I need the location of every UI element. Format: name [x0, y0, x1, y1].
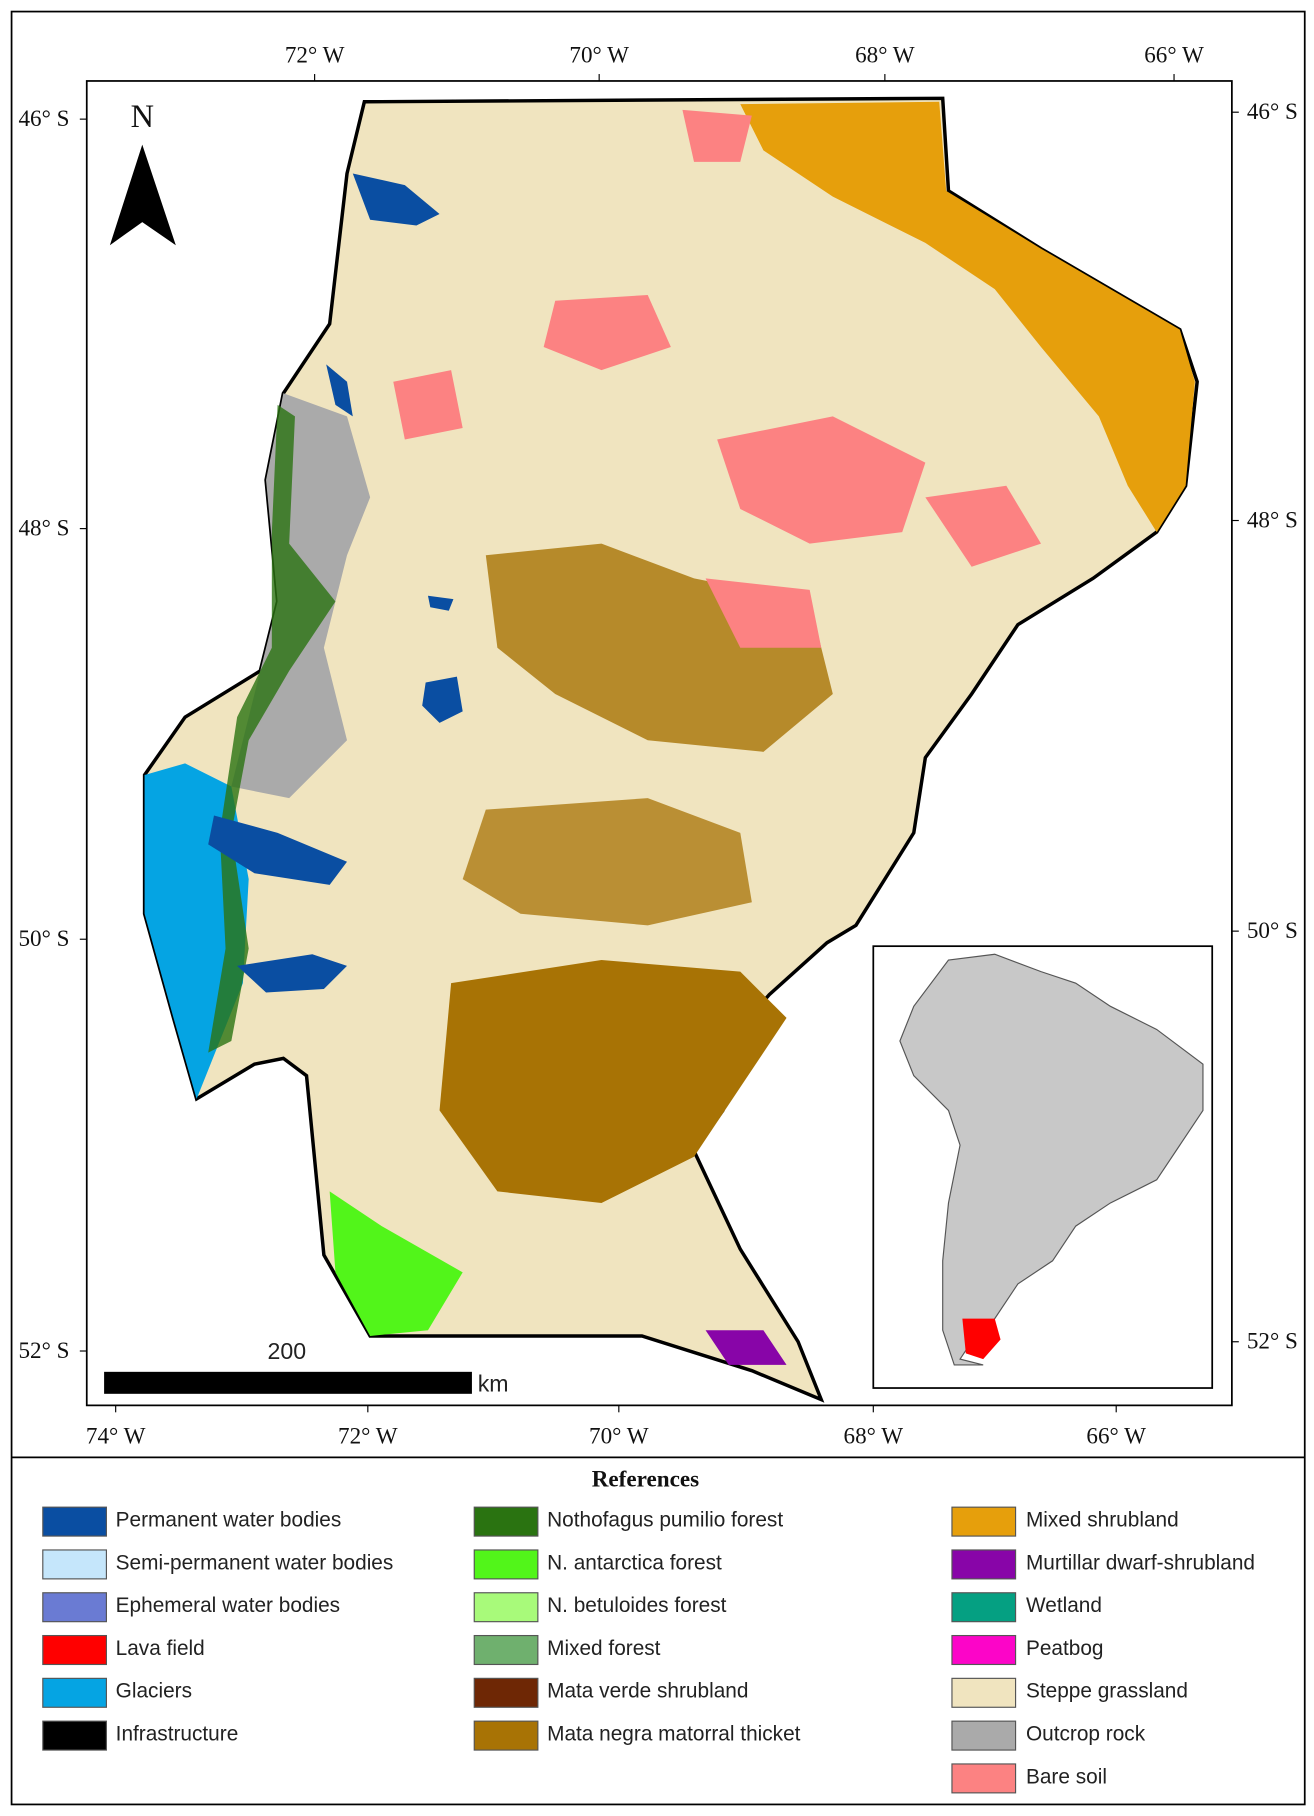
legend-label: Lava field [116, 1637, 205, 1660]
coordinate-label: 46° S [1247, 99, 1298, 125]
coordinate-label: 66° W [1086, 1424, 1146, 1450]
lake [422, 676, 463, 723]
coordinate-label: 74° W [86, 1424, 146, 1450]
coordinate-label: 68° W [844, 1424, 904, 1450]
legend-swatch [473, 1549, 539, 1580]
scale-value: 200 [268, 1338, 307, 1364]
legend-label: N. betuloides forest [547, 1594, 727, 1617]
legend-swatch [951, 1506, 1017, 1537]
legend-swatch [951, 1549, 1017, 1580]
legend-swatch [951, 1677, 1017, 1708]
green-forest-area [329, 1191, 463, 1336]
legend-swatch [42, 1677, 107, 1708]
coordinate-label: 48° S [1247, 507, 1298, 533]
legend-swatch [473, 1634, 539, 1666]
legend-swatch [42, 1506, 107, 1537]
legend: Permanent water bodies Semi-permanent wat… [42, 1506, 1255, 1794]
legend-swatch [951, 1763, 1017, 1794]
north-arrow [109, 144, 176, 246]
legend-swatch [42, 1634, 107, 1666]
legend-label: Ephemeral water bodies [116, 1594, 340, 1617]
legend-label: Permanent water bodies [116, 1509, 342, 1532]
legend-swatch [951, 1592, 1017, 1623]
bare-soil-area [705, 578, 822, 648]
legend-swatch [951, 1634, 1017, 1666]
coordinate-label: 48° S [18, 516, 69, 542]
coordinate-label: 50° S [1247, 918, 1298, 944]
legend-swatch [473, 1677, 539, 1708]
lake [352, 173, 440, 226]
legend-label: Mixed shrubland [1026, 1509, 1179, 1532]
legend-label: Murtillar dwarf-shrubland [1026, 1551, 1255, 1574]
bare-soil-area [717, 416, 926, 544]
scale-unit: km [478, 1370, 509, 1396]
legend-label: Steppe grassland [1026, 1680, 1188, 1703]
lake [237, 954, 348, 993]
mata-negra-area [439, 960, 787, 1203]
legend-label: Outcrop rock [1026, 1723, 1146, 1746]
santa-cruz [962, 1318, 1001, 1360]
legend-label: Mixed forest [547, 1637, 661, 1660]
legend-swatch [951, 1720, 1017, 1751]
scale-bar [104, 1371, 472, 1394]
legend-swatch [42, 1720, 107, 1751]
coordinate-label: 66° W [1144, 42, 1204, 68]
bare-soil-area [925, 485, 1042, 567]
coordinate-label: 52° S [1247, 1329, 1298, 1355]
dwarf-shrub-area [705, 1330, 787, 1365]
legend-label: N. antarctica forest [547, 1551, 722, 1574]
coordinate-label: 52° S [18, 1338, 69, 1364]
bare-soil-area [682, 109, 752, 162]
legend-label: Peatbog [1026, 1637, 1104, 1660]
legend-label: Mata verde shrubland [547, 1680, 748, 1703]
province-map [142, 96, 1199, 1403]
forest-strip [208, 404, 336, 1053]
north-label: N [131, 99, 154, 135]
map-frame [85, 80, 1233, 1407]
legend-label: Mata negra matorral thicket [547, 1723, 801, 1746]
legend-swatch [42, 1592, 107, 1623]
legend-title: References [592, 1466, 699, 1492]
coordinate-label: 70° W [589, 1424, 649, 1450]
lake [427, 595, 454, 611]
legend-swatch [473, 1720, 539, 1751]
legend-label: Wetland [1026, 1594, 1102, 1617]
bare-soil-area [543, 294, 671, 371]
coordinate-label: 72° W [338, 1424, 398, 1450]
south-america [899, 953, 1204, 1366]
inset-map [872, 945, 1214, 1389]
coordinate-label: 68° W [855, 42, 915, 68]
legend-swatch [42, 1549, 107, 1580]
legend-label: Semi-permanent water bodies [116, 1551, 394, 1574]
legend-label: Infrastructure [116, 1723, 239, 1746]
lake [326, 364, 353, 417]
bare-soil-area [393, 370, 463, 440]
legend-label: Glaciers [116, 1680, 192, 1703]
coordinate-label: 50° S [18, 926, 69, 952]
legend-swatch [473, 1592, 539, 1623]
mixed-shrubland-area [740, 101, 1195, 533]
outer-border [10, 10, 1306, 1806]
legend-swatch [473, 1506, 539, 1537]
legend-label: Nothofagus pumilio forest [547, 1509, 783, 1532]
coordinate-label: 46° S [18, 106, 69, 132]
north-arrow-shape [109, 144, 176, 246]
mata-negra-area [462, 798, 752, 926]
coordinate-labels: 72° W 70° W 68° W 66° W 74° W 72° W 70° W 68° W… [18, 42, 1297, 1449]
coordinate-label: 72° W [285, 42, 345, 68]
coordinate-label: 70° W [569, 42, 629, 68]
legend-label: Bare soil [1026, 1765, 1107, 1788]
lake [208, 815, 348, 885]
